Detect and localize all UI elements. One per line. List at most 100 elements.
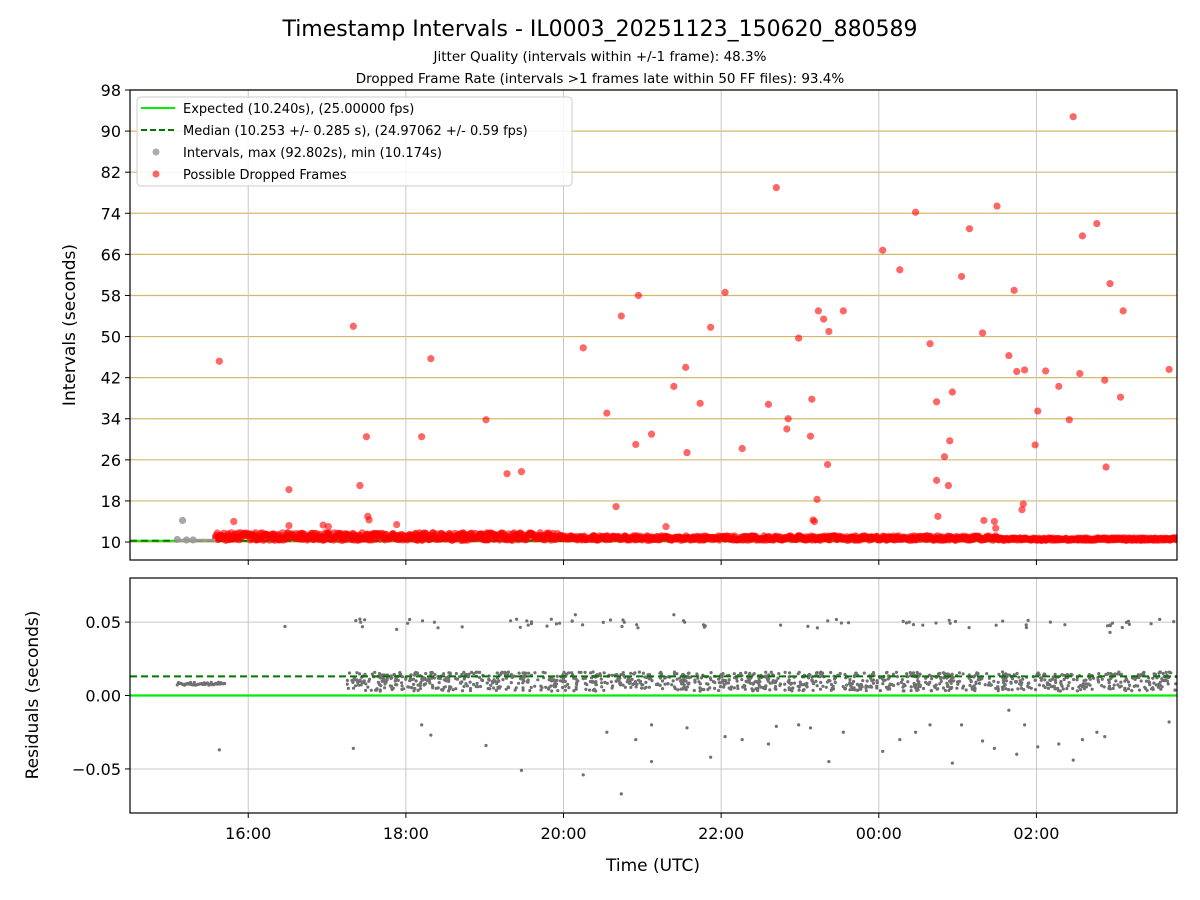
dropped-frame-point xyxy=(1069,113,1077,121)
residual-point xyxy=(1066,684,1070,688)
residual-point xyxy=(603,680,607,685)
residual-point xyxy=(1152,681,1156,685)
residual-point xyxy=(392,673,396,677)
residual-point xyxy=(622,620,626,624)
residual-point xyxy=(839,621,844,625)
residual-point xyxy=(913,730,918,734)
residual-point xyxy=(619,681,623,685)
residual-point xyxy=(634,685,638,689)
residual-point xyxy=(629,671,633,675)
residual-point xyxy=(777,672,781,676)
residual-point xyxy=(1164,670,1168,675)
residual-point xyxy=(622,673,626,678)
residual-point xyxy=(1033,688,1038,692)
residual-point xyxy=(378,688,382,692)
residual-point xyxy=(774,724,778,728)
dropped-frame-point xyxy=(820,315,828,323)
residual-point xyxy=(934,621,938,625)
residual-point xyxy=(886,677,890,681)
x-tick-label: 22:00 xyxy=(698,824,744,843)
dropped-frame-point xyxy=(612,502,620,511)
residual-point xyxy=(649,759,654,764)
residual-point xyxy=(724,679,728,683)
residual-point xyxy=(524,671,528,675)
residual-point xyxy=(838,671,842,676)
residual-point xyxy=(660,679,665,683)
residual-point xyxy=(573,613,577,617)
residual-point xyxy=(407,685,411,689)
residual-point xyxy=(819,671,823,676)
residual-point xyxy=(545,624,549,628)
residual-point xyxy=(815,684,819,688)
residual-point xyxy=(1165,679,1169,683)
residual-point xyxy=(526,623,530,627)
residual-point xyxy=(769,670,773,674)
dropped-frame-point xyxy=(1031,441,1039,449)
residual-point xyxy=(967,626,971,630)
residual-point xyxy=(1037,683,1041,687)
residual-point xyxy=(441,687,445,691)
residual-point xyxy=(810,679,815,683)
residual-point xyxy=(619,673,623,677)
residual-point xyxy=(1126,619,1131,623)
residual-point xyxy=(1160,685,1164,689)
dropped-frame-point xyxy=(1005,351,1013,360)
residual-point xyxy=(436,626,440,630)
dropped-frame-point xyxy=(932,398,941,406)
residual-point xyxy=(673,687,677,691)
residual-point xyxy=(1018,679,1022,683)
residual-point xyxy=(462,670,466,675)
residual-point xyxy=(574,677,578,681)
residual-point xyxy=(671,679,675,683)
residual-point xyxy=(561,680,565,684)
residual-point xyxy=(632,682,636,686)
residual-point xyxy=(666,682,670,686)
residual-point xyxy=(1087,673,1091,677)
residual-point xyxy=(976,671,980,676)
dropped-frame-point xyxy=(634,291,642,300)
residual-point xyxy=(939,679,943,684)
residual-point xyxy=(706,682,710,686)
residual-point xyxy=(1054,687,1058,691)
residual-point xyxy=(1108,623,1112,627)
residuals-y-tick-label: −0.05 xyxy=(72,760,121,779)
residual-point xyxy=(1006,673,1010,677)
residual-point xyxy=(641,671,646,675)
residual-point xyxy=(675,672,679,676)
residual-point xyxy=(1161,671,1165,676)
residual-point xyxy=(846,621,851,625)
residual-point xyxy=(698,682,702,686)
residual-point xyxy=(732,672,736,676)
residual-point xyxy=(929,689,933,693)
residual-point xyxy=(1026,618,1030,623)
dropped-frame-point xyxy=(393,520,401,529)
residual-point xyxy=(477,675,482,680)
interval-point xyxy=(173,535,181,544)
residual-point xyxy=(526,678,530,682)
dropped-frame-point xyxy=(517,468,526,476)
residual-point xyxy=(637,670,642,674)
residual-point xyxy=(900,678,905,682)
residual-point xyxy=(563,688,568,692)
residual-point xyxy=(558,679,563,683)
dropped-frame-point xyxy=(1102,463,1110,471)
residual-point xyxy=(1157,682,1161,687)
residual-point xyxy=(852,674,857,678)
residual-point xyxy=(824,685,828,689)
residual-point xyxy=(852,687,856,692)
residual-point xyxy=(946,683,950,688)
dropped-frame-point xyxy=(934,512,942,520)
residual-point xyxy=(1024,625,1028,630)
residual-point xyxy=(696,676,700,680)
residual-point xyxy=(1065,673,1069,677)
residual-point xyxy=(744,671,748,675)
residual-point xyxy=(1001,678,1006,682)
residual-point xyxy=(362,679,366,683)
residual-point xyxy=(1136,684,1140,688)
residual-point xyxy=(495,681,499,686)
residual-point xyxy=(1120,625,1124,630)
residual-point xyxy=(518,625,522,629)
residual-point xyxy=(935,687,939,691)
residual-point xyxy=(412,689,416,693)
residual-point xyxy=(358,672,362,676)
